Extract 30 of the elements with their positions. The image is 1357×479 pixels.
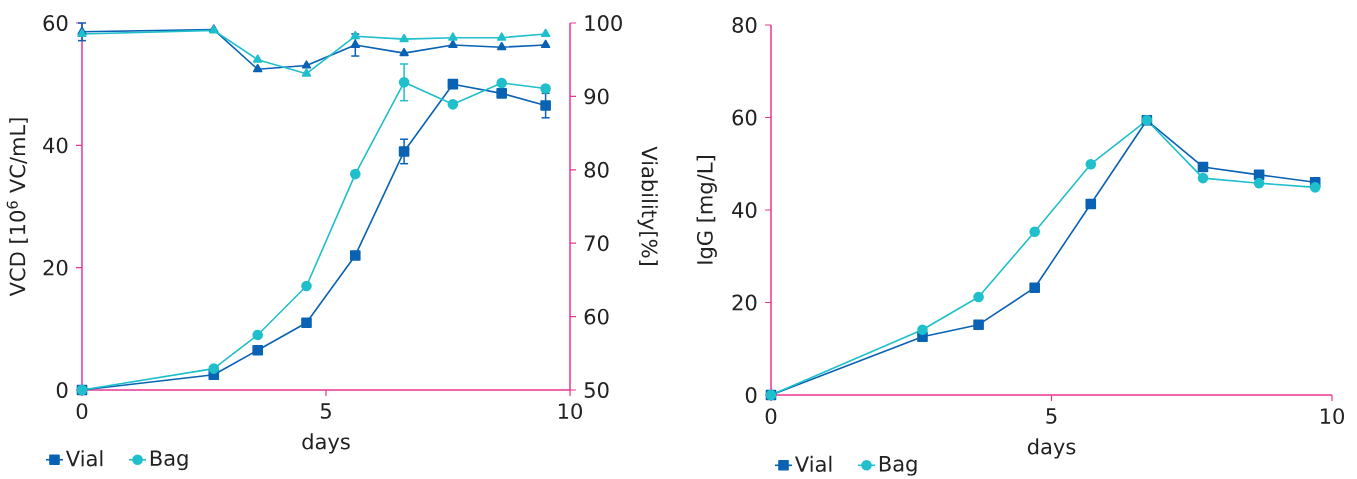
y2-tick-label: 80 <box>584 161 609 178</box>
x-axis-title: days <box>302 433 350 454</box>
y-tick-label: 60 <box>732 109 757 126</box>
y-tick-label: 0 <box>745 387 757 403</box>
y2-tick-label: 90 <box>584 88 609 105</box>
y-tick-label: 20 <box>732 294 757 311</box>
y2-axis-title: Viability[%] <box>637 146 658 265</box>
x-tick-label: 5 <box>1046 408 1057 424</box>
legend-label: Bag <box>879 456 917 476</box>
legend-label: Bag <box>150 450 188 471</box>
y2-tick-label: 70 <box>584 235 609 252</box>
y-tick-label: 40 <box>732 202 757 218</box>
y2-tick-label: 100 <box>585 15 622 31</box>
x-tick-label: 10 <box>558 403 582 420</box>
x-tick-label: 5 <box>320 403 331 419</box>
y-axis-title: VCD [10$^{6}$ VC/mL] <box>6 118 28 297</box>
x-tick-label: 0 <box>765 408 777 425</box>
y-tick-label: 60 <box>43 15 68 31</box>
y-tick-label: 80 <box>732 17 757 33</box>
y-tick-label: 0 <box>56 382 68 398</box>
legend-label: Vial <box>794 455 832 472</box>
x-tick-label: 10 <box>1320 408 1344 425</box>
legend-label: Vial <box>65 450 103 467</box>
y-tick-label: 20 <box>43 259 68 276</box>
y2-tick-label: 60 <box>584 308 609 325</box>
x-tick-label: 0 <box>76 403 88 420</box>
y-tick-label: 40 <box>43 137 68 154</box>
x-axis-title: days <box>1027 438 1076 459</box>
y2-tick-label: 50 <box>584 382 609 398</box>
y-axis-title: IgG [mg/L] <box>696 156 717 264</box>
